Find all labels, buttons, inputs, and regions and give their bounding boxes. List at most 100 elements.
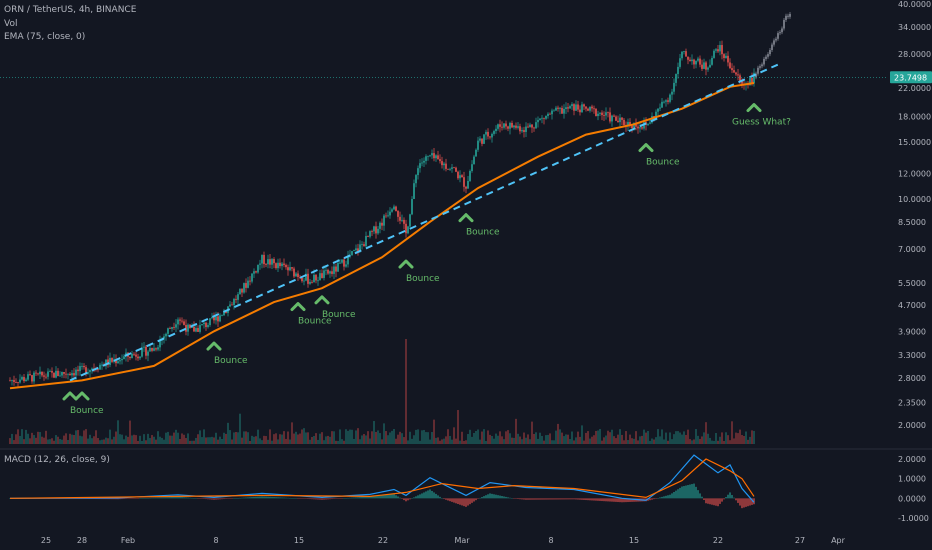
macd-histogram-bar <box>109 498 111 500</box>
macd-histogram-bar <box>395 495 397 499</box>
volume-bar <box>353 438 355 444</box>
macd-histogram-bar <box>597 498 599 501</box>
macd-histogram-bar <box>719 498 721 504</box>
macd-histogram-bar <box>483 496 485 499</box>
candle-body <box>39 371 41 375</box>
macd-histogram-bar <box>141 498 143 499</box>
macd-histogram-bar <box>381 495 383 499</box>
candle-body <box>197 328 199 332</box>
volume-bar <box>555 430 557 444</box>
macd-histogram-bar <box>587 498 589 501</box>
volume-bar <box>211 436 213 444</box>
macd-histogram-bar <box>593 498 595 501</box>
macd-histogram-bar <box>399 497 401 499</box>
macd-histogram-bar <box>123 498 125 499</box>
macd-histogram-bar <box>429 489 431 499</box>
macd-histogram-bar <box>603 498 605 502</box>
candle-body <box>341 259 343 263</box>
macd-histogram-bar <box>541 498 543 500</box>
macd-histogram-bar <box>695 486 697 499</box>
volume-bar <box>535 432 537 444</box>
volume-bar <box>223 432 225 444</box>
volume-bar <box>163 439 165 444</box>
candle-body <box>217 316 219 322</box>
volume-bar <box>629 434 631 444</box>
volume-bar <box>201 437 203 444</box>
volume-bar <box>303 428 305 444</box>
macd-histogram-bar <box>89 498 91 499</box>
candle-body <box>681 51 683 59</box>
macd-histogram-bar <box>751 498 753 505</box>
candle-body <box>199 325 201 332</box>
candle-body <box>553 110 555 112</box>
projection-candle <box>761 64 763 67</box>
volume-bar <box>433 419 435 444</box>
projection-candle <box>755 73 757 78</box>
candle-body <box>165 333 167 337</box>
time-tick-label: 25 <box>41 536 51 545</box>
volume-bar <box>493 438 495 444</box>
projection-candle <box>779 32 781 34</box>
macd-histogram-bar <box>83 498 85 499</box>
macd-histogram-bar <box>237 498 239 499</box>
candle-body <box>261 254 263 264</box>
macd-histogram-bar <box>509 497 511 499</box>
macd-histogram-bar <box>491 493 493 499</box>
macd-histogram-bar <box>297 498 299 499</box>
macd-histogram-bar <box>713 498 715 506</box>
candle-body <box>67 373 69 375</box>
macd-tick-label: 2.0000 <box>898 455 926 464</box>
candle-body <box>301 277 303 282</box>
macd-histogram-bar <box>133 498 135 499</box>
time-tick-label: Mar <box>454 536 470 545</box>
candle-body <box>667 100 669 102</box>
macd-histogram-bar <box>99 498 101 500</box>
candle-body <box>579 109 581 113</box>
candle-body <box>249 280 251 282</box>
macd-histogram-bar <box>179 496 181 499</box>
candle-body <box>585 106 587 109</box>
volume-bar <box>461 431 463 444</box>
macd-histogram-bar <box>739 498 741 506</box>
candle-body <box>489 136 491 138</box>
volume-bar <box>287 431 289 444</box>
macd-histogram-bar <box>655 498 657 499</box>
volume-bar <box>593 435 595 444</box>
macd-histogram-bar <box>401 498 403 499</box>
macd-histogram-bar <box>619 498 621 503</box>
volume-bar <box>209 437 211 444</box>
volume-bar <box>237 432 239 444</box>
macd-histogram-bar <box>171 497 173 499</box>
volume-bar <box>289 439 291 444</box>
macd-histogram-bar <box>129 498 131 499</box>
candle-body <box>459 175 461 179</box>
candle-body <box>85 367 87 374</box>
volume-bar <box>597 430 599 444</box>
bounce-label: Bounce <box>466 228 500 238</box>
candle-body <box>709 64 711 68</box>
candle-body <box>71 373 73 376</box>
candle-body <box>467 180 469 189</box>
macd-histogram-bar <box>455 498 457 504</box>
volume-bar <box>689 439 691 444</box>
volume-bar <box>45 430 47 444</box>
candle-body <box>347 255 349 265</box>
macd-histogram-bar <box>707 498 709 504</box>
volume-bar <box>317 439 319 444</box>
candle-body <box>493 131 495 134</box>
volume-bar <box>127 436 129 444</box>
volume-bar <box>601 440 603 444</box>
candle-body <box>57 370 59 376</box>
volume-bar <box>297 434 299 444</box>
macd-histogram-bar <box>373 495 375 499</box>
volume-bar <box>473 432 475 444</box>
volume-bar <box>521 439 523 444</box>
volume-bar <box>519 436 521 444</box>
candle-body <box>41 371 43 376</box>
macd-histogram-bar <box>671 493 673 499</box>
volume-bar <box>231 439 233 444</box>
volume-bar <box>205 437 207 444</box>
candle-body <box>375 226 377 234</box>
candle-body <box>613 115 615 117</box>
